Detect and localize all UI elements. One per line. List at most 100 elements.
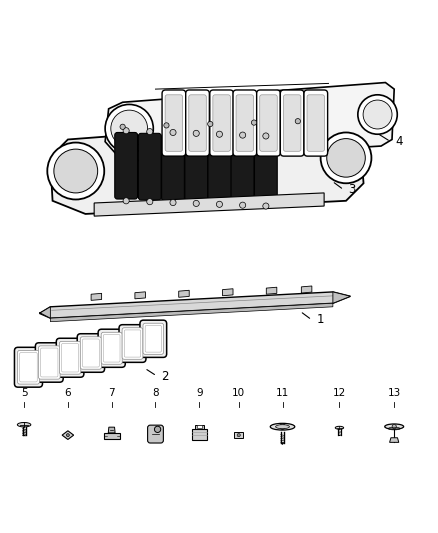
Circle shape <box>392 424 396 429</box>
FancyBboxPatch shape <box>210 90 233 156</box>
Circle shape <box>327 139 365 177</box>
Polygon shape <box>108 427 115 433</box>
FancyBboxPatch shape <box>143 323 163 354</box>
FancyBboxPatch shape <box>162 134 184 201</box>
Circle shape <box>105 104 153 152</box>
Text: 13: 13 <box>388 388 401 398</box>
Circle shape <box>240 132 246 138</box>
Circle shape <box>170 199 176 206</box>
Circle shape <box>208 122 213 127</box>
FancyBboxPatch shape <box>119 325 146 362</box>
Text: 6: 6 <box>64 388 71 398</box>
Circle shape <box>111 110 148 147</box>
Circle shape <box>123 128 129 134</box>
Ellipse shape <box>276 425 290 429</box>
Polygon shape <box>281 443 284 445</box>
Polygon shape <box>39 292 350 318</box>
FancyBboxPatch shape <box>165 95 183 151</box>
Polygon shape <box>179 290 189 297</box>
Polygon shape <box>234 432 243 438</box>
Polygon shape <box>266 287 277 294</box>
Circle shape <box>170 130 176 135</box>
Polygon shape <box>105 83 394 161</box>
FancyBboxPatch shape <box>115 133 138 199</box>
Text: 12: 12 <box>333 388 346 398</box>
FancyBboxPatch shape <box>186 90 209 156</box>
Circle shape <box>193 200 199 206</box>
Polygon shape <box>135 292 145 299</box>
Ellipse shape <box>18 423 31 427</box>
Circle shape <box>216 131 223 138</box>
FancyBboxPatch shape <box>189 95 206 151</box>
FancyBboxPatch shape <box>80 337 102 369</box>
Text: 11: 11 <box>276 388 289 398</box>
Text: 3: 3 <box>348 183 356 196</box>
FancyBboxPatch shape <box>148 425 163 443</box>
FancyBboxPatch shape <box>208 136 231 203</box>
FancyBboxPatch shape <box>236 95 254 151</box>
Circle shape <box>155 426 161 432</box>
FancyBboxPatch shape <box>257 90 280 156</box>
Ellipse shape <box>385 424 404 429</box>
Text: 10: 10 <box>232 388 245 398</box>
Text: 8: 8 <box>152 388 159 398</box>
Circle shape <box>164 123 169 128</box>
Circle shape <box>240 202 246 208</box>
Text: 9: 9 <box>196 388 203 398</box>
FancyBboxPatch shape <box>138 133 161 200</box>
FancyBboxPatch shape <box>56 338 84 377</box>
Text: 1: 1 <box>316 313 324 326</box>
Circle shape <box>363 100 392 129</box>
Circle shape <box>358 95 397 134</box>
Polygon shape <box>192 429 207 440</box>
FancyBboxPatch shape <box>122 328 143 359</box>
FancyBboxPatch shape <box>280 90 304 156</box>
Circle shape <box>263 203 269 209</box>
FancyBboxPatch shape <box>35 343 63 382</box>
Circle shape <box>251 120 257 125</box>
Polygon shape <box>94 193 324 216</box>
FancyBboxPatch shape <box>162 90 186 156</box>
FancyBboxPatch shape <box>14 348 42 387</box>
Polygon shape <box>23 435 25 436</box>
FancyBboxPatch shape <box>304 90 328 156</box>
FancyBboxPatch shape <box>213 95 230 151</box>
FancyBboxPatch shape <box>254 138 277 204</box>
FancyBboxPatch shape <box>39 346 60 379</box>
Polygon shape <box>39 307 50 318</box>
Circle shape <box>295 118 300 124</box>
FancyBboxPatch shape <box>283 95 301 151</box>
Circle shape <box>147 199 153 205</box>
FancyBboxPatch shape <box>101 332 122 364</box>
FancyBboxPatch shape <box>59 341 81 374</box>
Polygon shape <box>195 425 204 429</box>
FancyBboxPatch shape <box>233 90 257 156</box>
Circle shape <box>123 198 129 204</box>
Ellipse shape <box>270 423 295 430</box>
Polygon shape <box>390 438 399 442</box>
Circle shape <box>147 128 153 135</box>
Polygon shape <box>91 293 102 301</box>
FancyBboxPatch shape <box>260 95 277 151</box>
FancyBboxPatch shape <box>140 320 166 358</box>
Circle shape <box>120 124 125 130</box>
Text: 4: 4 <box>395 135 403 148</box>
FancyBboxPatch shape <box>307 95 325 151</box>
Text: 2: 2 <box>161 369 169 383</box>
Circle shape <box>280 424 285 430</box>
Polygon shape <box>50 120 364 214</box>
Polygon shape <box>50 303 333 322</box>
Circle shape <box>237 433 240 437</box>
Circle shape <box>54 149 98 193</box>
FancyBboxPatch shape <box>98 329 125 367</box>
Polygon shape <box>223 289 233 296</box>
Polygon shape <box>333 292 350 303</box>
Polygon shape <box>339 435 340 436</box>
Circle shape <box>321 133 371 183</box>
Polygon shape <box>301 286 312 293</box>
Circle shape <box>67 434 69 437</box>
Circle shape <box>216 201 223 207</box>
FancyBboxPatch shape <box>18 350 39 384</box>
Text: 7: 7 <box>108 388 115 398</box>
FancyBboxPatch shape <box>231 137 254 204</box>
